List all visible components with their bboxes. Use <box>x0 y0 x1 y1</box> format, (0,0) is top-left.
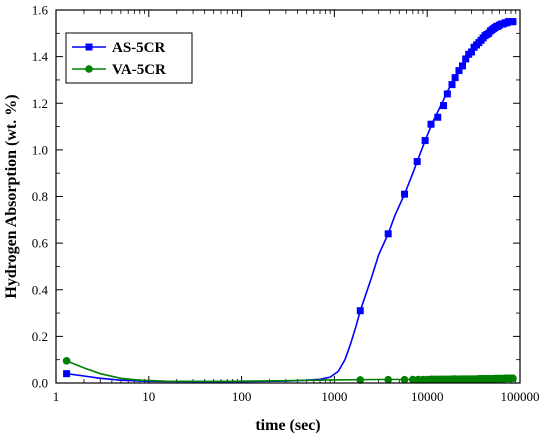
x-axis-ticks: 1 10 100 1000 10000 100000 <box>53 10 540 404</box>
y-tick-label: 1.6 <box>32 3 49 18</box>
legend: AS-5CR VA-5CR <box>65 32 193 84</box>
data-point <box>62 357 71 365</box>
legend-box <box>65 32 193 84</box>
x-tick-label: 1000 <box>321 389 347 404</box>
data-point <box>421 137 429 145</box>
x-tick-label: 100 <box>232 389 252 404</box>
y-tick-label: 1.4 <box>32 49 49 64</box>
data-point <box>401 190 409 198</box>
legend-marker <box>85 65 93 73</box>
data-point <box>434 113 442 121</box>
data-point <box>413 158 421 166</box>
y-tick-label: 0.6 <box>32 236 49 251</box>
data-point <box>467 48 475 56</box>
x-tick-label: 10000 <box>411 389 444 404</box>
data-point <box>63 370 71 378</box>
data-point <box>462 55 470 63</box>
y-tick-label: 0.4 <box>32 282 49 297</box>
y-tick-label: 0.8 <box>32 189 48 204</box>
series-layer <box>62 18 517 384</box>
data-point <box>451 74 459 82</box>
x-tick-label: 100000 <box>501 389 540 404</box>
data-point <box>356 307 364 315</box>
legend-items: AS-5CR VA-5CR <box>72 40 166 78</box>
data-point <box>443 90 451 98</box>
y-tick-label: 0.0 <box>32 376 48 391</box>
legend-label: VA-5CR <box>112 62 166 78</box>
data-point <box>440 102 448 110</box>
data-point <box>427 120 435 128</box>
data-point <box>458 62 466 70</box>
data-point <box>448 81 456 89</box>
legend-marker <box>85 43 93 51</box>
series-va-5cr <box>62 357 517 384</box>
data-point <box>509 374 517 383</box>
y-tick-label: 1.2 <box>32 96 48 111</box>
legend-item: VA-5CR <box>72 62 166 78</box>
x-tick-label: 1 <box>53 389 60 404</box>
data-point <box>356 376 365 384</box>
x-tick-label: 10 <box>142 389 155 404</box>
data-point <box>384 375 393 384</box>
data-point <box>509 18 517 26</box>
data-point <box>409 375 417 384</box>
data-point <box>400 375 409 384</box>
y-tick-label: 1.0 <box>32 142 48 157</box>
legend-item: AS-5CR <box>72 40 166 56</box>
plot-frame <box>55 9 521 384</box>
x-axis-title: time (sec) <box>255 417 320 434</box>
y-axis-ticks: 0.0 0.2 0.4 0.6 0.8 1.0 1.2 1.4 1.6 <box>32 3 520 391</box>
data-point <box>384 230 392 238</box>
y-axis-title: Hydrogen Absorption (wt. %) <box>3 94 20 298</box>
data-point <box>455 67 463 75</box>
y-tick-label: 0.2 <box>32 329 48 344</box>
legend-label: AS-5CR <box>112 40 166 56</box>
